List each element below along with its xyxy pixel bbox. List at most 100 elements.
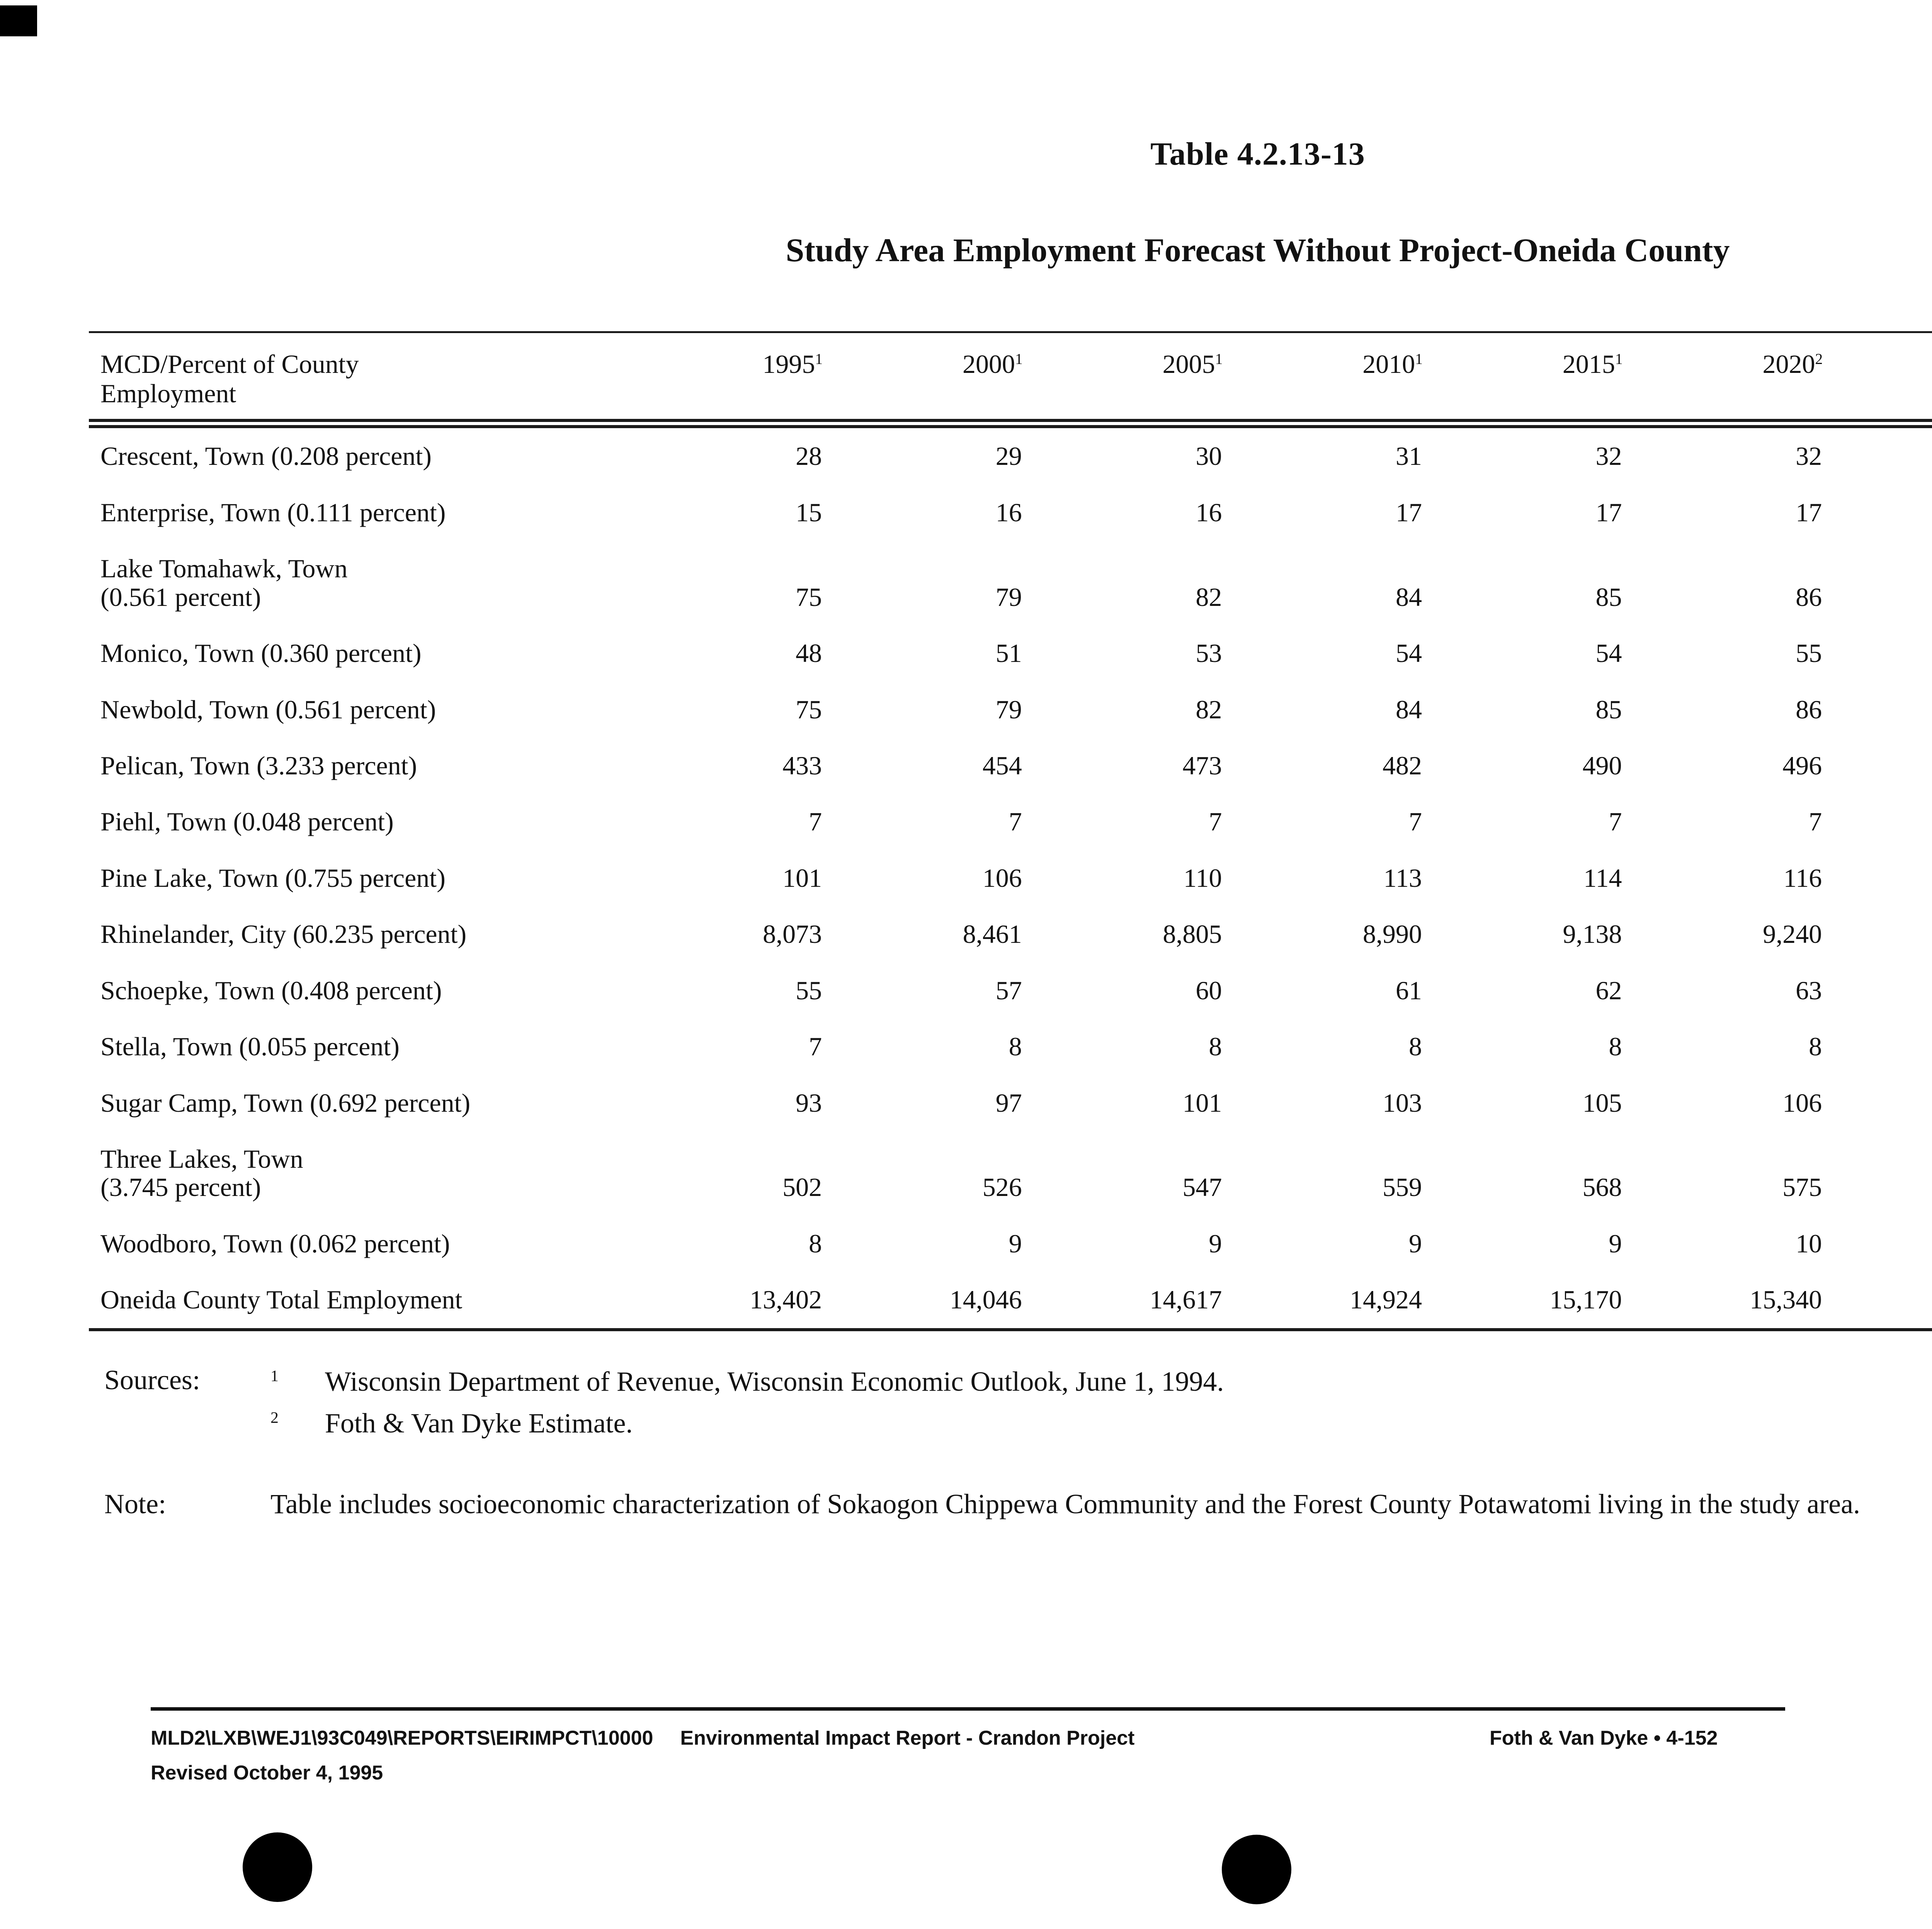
value-cell: 85 (1595, 582, 1622, 612)
value-cell: 9 (1209, 1228, 1222, 1258)
sources-section: Sources: 1 Wisconsin Department of Revenu… (89, 1364, 1932, 1448)
table-row: Newbold, Town (0.561 percent) 75 79 82 84 85 8… (89, 682, 1932, 738)
value-cell: 8 (1809, 1032, 1822, 1061)
table-row: Three Lakes, Town (3.745 percent) 502 526 54… (89, 1131, 1932, 1216)
year-column-header: 20001 (827, 332, 1027, 429)
value-cell: 116 (1783, 863, 1822, 893)
value-cell: 8 (1609, 1032, 1622, 1061)
value-cell: 15,340 (1750, 1285, 1822, 1315)
value-cell: 55 (796, 975, 822, 1005)
prepared-by-line: Prepared by:RVS (89, 1567, 1932, 1603)
value-cell: 75 (796, 582, 822, 612)
value-cell: 8,990 (1362, 919, 1422, 949)
value-cell: 14,924 (1349, 1285, 1422, 1315)
row-label: Pine Lake, Town (0.755 percent) (100, 863, 446, 893)
value-cell: 103 (1382, 1088, 1422, 1118)
sources-label: Sources: (104, 1364, 200, 1395)
table-row: Woodboro, Town (0.062 percent)8999910109… (89, 1216, 1932, 1272)
value-cell: 55 (1796, 638, 1822, 668)
footer-revised-date: Revised October 4, 1995 (151, 1762, 383, 1784)
source-item: 2 Foth & Van Dyke Estimate. (270, 1406, 1224, 1441)
value-cell: 114 (1583, 863, 1622, 893)
source-footnote-marker: 1 (270, 1367, 279, 1385)
value-cell: 32 (1595, 441, 1622, 471)
value-cell: 13,402 (750, 1285, 822, 1315)
table-header-row: MCD/Percent of County Employment 19951 20… (89, 332, 1932, 429)
value-cell: 101 (782, 863, 822, 893)
table-row: Pelican, Town (3.233 percent) 433 454 473 48… (89, 738, 1932, 794)
table-row: Lake Tomahawk, Town (0.561 percent) 75 79 82… (89, 541, 1932, 625)
footer-file-path: MLD2\LXB\WEJ1\93C049\REPORTS\EIRIMPCT\10… (151, 1727, 653, 1749)
year-column-header: 19951 (626, 332, 827, 429)
value-cell: 28 (796, 441, 822, 471)
table-row: Pine Lake, Town (0.755 percent) 101 106 110… (89, 850, 1932, 906)
value-cell: 15,261 (1827, 1272, 1932, 1329)
row-label: Newbold, Town (0.561 percent) (100, 694, 436, 724)
source-text: Wisconsin Department of Revenue, Wiscons… (325, 1366, 1224, 1397)
value-cell: 482 (1382, 750, 1422, 780)
table-header: MCD/Percent of County Employment 19951 20… (89, 332, 1932, 429)
table-row: Enterprise, Town (0.111 percent) 15 16 16 17… (89, 485, 1932, 541)
row-label: Woodboro, Town (0.062 percent) (100, 1228, 450, 1258)
row-label: Sugar Camp, Town (0.692 percent) (100, 1088, 471, 1118)
value-cell: 16 (995, 497, 1022, 527)
value-cell: 15,170 (1549, 1285, 1622, 1315)
value-cell: 29 (995, 441, 1022, 471)
note-section: Note: Table includes socioeconomic chara… (89, 1488, 1932, 1520)
employment-forecast-table: MCD/Percent of County Employment 19951 20… (89, 331, 1932, 1331)
value-cell: 14,046 (949, 1285, 1022, 1315)
value-cell: 84 (1395, 582, 1422, 612)
table-row: Sugar Camp, Town (0.692 percent) 93 97 101 1… (89, 1075, 1932, 1131)
source-item: 1 Wisconsin Department of Revenue, Wiscon… (270, 1364, 1224, 1399)
value-cell: 17 (1827, 485, 1932, 541)
value-cell: 55 (1827, 625, 1932, 681)
value-cell: 61 (1395, 975, 1422, 1005)
value-cell: 7 (1609, 807, 1622, 837)
value-cell: 10 (1796, 1228, 1822, 1258)
value-cell: 53 (1196, 638, 1222, 668)
checked-by-line: Checked by:SFJ (89, 1603, 1932, 1640)
value-cell: 493 (1827, 738, 1932, 794)
mcd-column-header: MCD/Percent of County Employment (89, 332, 627, 429)
signoff-section: Prepared by:RVS Checked by:SFJ (89, 1567, 1932, 1640)
value-cell: 8,805 (1163, 919, 1222, 949)
value-cell: 433 (782, 750, 822, 780)
value-cell: 17 (1796, 497, 1822, 527)
value-cell: 490 (1582, 750, 1622, 780)
value-cell: 62 (1827, 963, 1932, 1019)
year-column-header: 20101 (1226, 332, 1427, 429)
value-cell: 8 (1827, 1019, 1932, 1075)
value-cell: 115 (1827, 850, 1932, 906)
value-cell: 82 (1196, 582, 1222, 612)
value-cell: 30 (1196, 441, 1222, 471)
row-label: Stella, Town (0.055 percent) (100, 1032, 400, 1061)
value-cell: 8 (1209, 1032, 1222, 1061)
value-cell: 60 (1196, 975, 1222, 1005)
value-cell: 106 (1827, 1075, 1932, 1131)
value-cell: 63 (1796, 975, 1822, 1005)
value-cell: 8 (809, 1228, 822, 1258)
row-label: Crescent, Town (0.208 percent) (100, 441, 432, 471)
row-label: Pelican, Town (3.233 percent) (100, 750, 417, 780)
value-cell: 48 (796, 638, 822, 668)
scan-corner-artifact (0, 5, 37, 36)
value-cell: 31 (1395, 441, 1422, 471)
footer-report-title: Environmental Impact Report - Crandon Pr… (680, 1727, 1135, 1749)
year-column-header: 20051 (1026, 332, 1227, 429)
value-cell: 496 (1782, 750, 1822, 780)
value-cell: 9,138 (1563, 919, 1622, 949)
value-cell: 9,193 (1827, 906, 1932, 962)
value-cell: 8,073 (763, 919, 822, 949)
hole-punch-mark-center (1222, 1835, 1291, 1904)
value-cell: 9 (1009, 1228, 1022, 1258)
value-cell: 7 (1809, 807, 1822, 837)
value-cell: 85 (1595, 694, 1622, 724)
value-cell: 7 (809, 1032, 822, 1061)
value-cell: 568 (1582, 1172, 1622, 1202)
value-cell: 502 (782, 1172, 822, 1202)
table-row: Piehl, Town (0.048 percent)777777777 (89, 794, 1932, 850)
value-cell: 82 (1196, 694, 1222, 724)
value-cell: 32 (1827, 424, 1932, 484)
mcd-header-line2: Employment (100, 379, 236, 408)
